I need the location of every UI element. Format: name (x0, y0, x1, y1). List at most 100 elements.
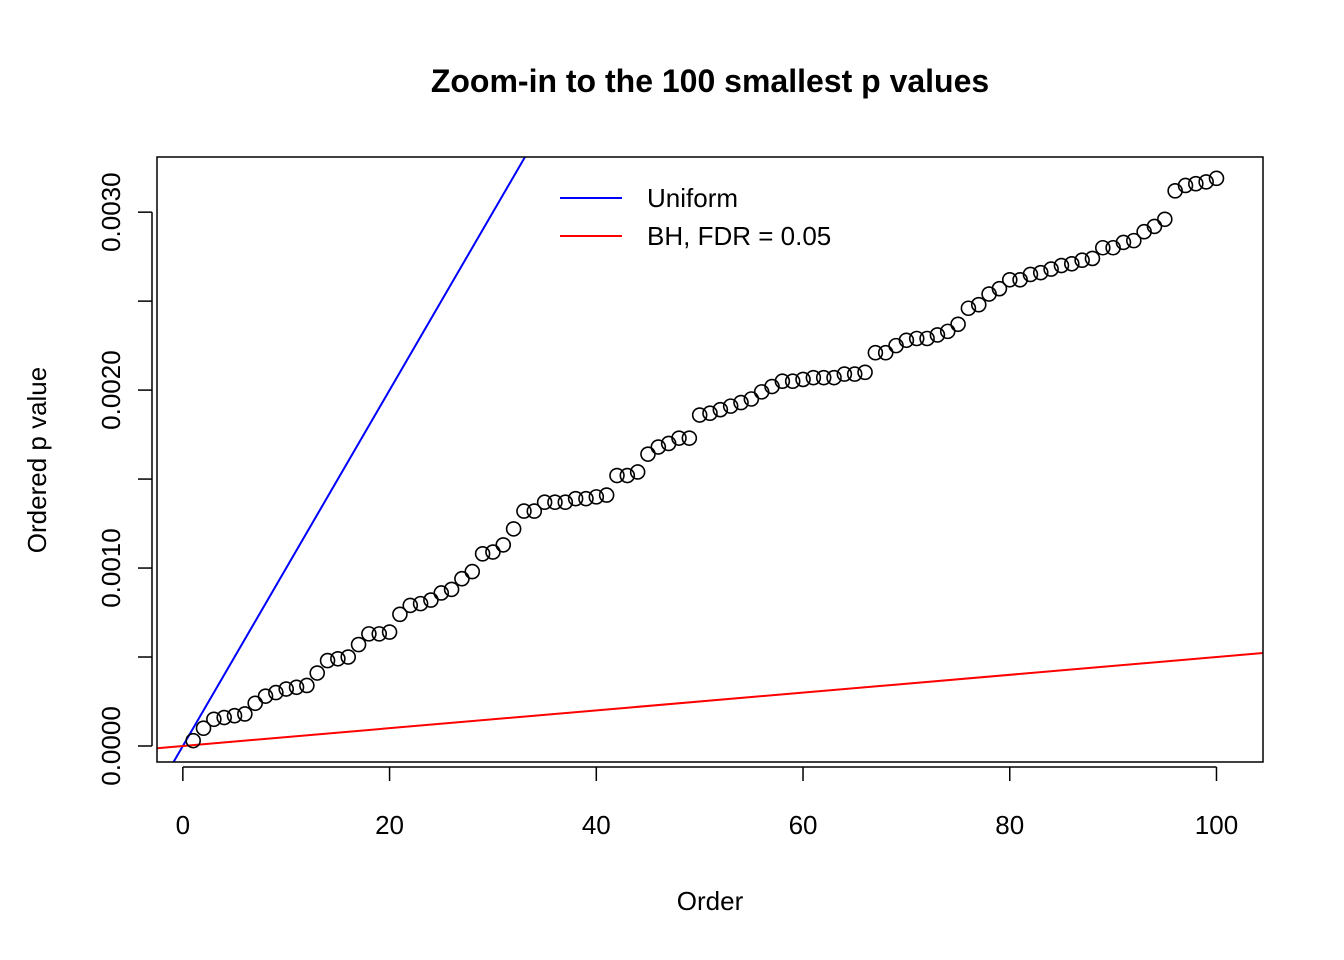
y-axis: 0.0000 0.0010 0.0020 0.0030 (96, 172, 153, 786)
line-uniform (172, 157, 527, 762)
data-point (350, 636, 367, 653)
x-tick-label: 80 (995, 810, 1024, 840)
data-point (1022, 266, 1039, 283)
data-point (402, 597, 419, 614)
data-point (712, 401, 729, 418)
data-point (547, 494, 563, 511)
data-point (857, 364, 873, 381)
data-point (1125, 232, 1142, 249)
data-point (423, 592, 439, 608)
data-point (609, 467, 625, 484)
data-point (795, 371, 811, 388)
data-point (950, 316, 966, 333)
y-tick-label: 0.0020 (96, 350, 126, 430)
data-point (464, 563, 481, 580)
legend-label: Uniform (647, 183, 738, 213)
data-point (650, 439, 667, 455)
data-point (536, 494, 553, 511)
data-point (1115, 234, 1132, 251)
data-point (671, 430, 687, 446)
data-point (1094, 239, 1111, 256)
data-point (691, 407, 708, 423)
x-axis: 0 20 40 60 80 100 (176, 766, 1238, 840)
data-point (619, 467, 636, 484)
data-point (898, 332, 915, 349)
chart-title: Zoom-in to the 100 smallest p values (431, 63, 989, 99)
data-point (598, 487, 615, 503)
y-tick-label: 0.0000 (96, 706, 126, 786)
data-point (578, 490, 594, 507)
data-point (991, 280, 1008, 297)
reference-lines (157, 157, 1263, 762)
data-points (185, 170, 1225, 749)
data-point (929, 327, 946, 343)
x-axis-label: Order (677, 886, 744, 916)
data-point (1177, 177, 1194, 194)
data-point (640, 446, 656, 462)
legend: Uniform BH, FDR = 0.05 (560, 183, 831, 251)
data-point (846, 366, 863, 382)
y-tick-label: 0.0010 (96, 528, 126, 608)
data-point (1001, 271, 1018, 288)
data-point (381, 624, 398, 640)
data-point (371, 626, 388, 642)
data-point (1188, 175, 1204, 192)
data-point (681, 430, 698, 446)
data-point (1208, 170, 1225, 187)
data-point (1032, 264, 1049, 281)
data-point (340, 649, 357, 665)
data-point (433, 585, 450, 601)
data-point (939, 323, 956, 340)
data-point (237, 706, 253, 722)
data-point (722, 398, 739, 414)
y-axis-label: Ordered p value (22, 367, 52, 553)
data-point (443, 581, 460, 598)
data-point (1198, 174, 1214, 190)
data-point (877, 344, 894, 361)
data-point (567, 490, 584, 507)
data-point (733, 394, 749, 411)
y-tick-label: 0.0030 (96, 172, 126, 252)
data-point (226, 707, 243, 724)
data-point (268, 684, 284, 701)
data-point (588, 489, 605, 505)
x-tick-label: 0 (176, 810, 190, 840)
data-point (361, 626, 377, 642)
x-tick-label: 20 (375, 810, 404, 840)
data-point (474, 546, 491, 562)
data-point (1084, 250, 1101, 267)
data-point (743, 391, 760, 407)
data-point (195, 720, 212, 736)
data-point (319, 652, 336, 669)
data-point (774, 373, 791, 390)
data-point (1146, 218, 1163, 235)
data-point (836, 366, 853, 382)
x-tick-label: 40 (582, 810, 611, 840)
data-point (412, 595, 429, 612)
data-point (1063, 255, 1080, 272)
data-point (908, 330, 925, 347)
data-point (1157, 211, 1173, 228)
data-point (960, 300, 977, 317)
data-point (970, 296, 987, 313)
line-bh-fdr-0-05 (157, 652, 1263, 750)
data-point (516, 503, 532, 519)
x-tick-label: 100 (1195, 810, 1238, 840)
x-tick-label: 60 (789, 810, 818, 840)
data-point (257, 688, 274, 704)
data-point (526, 503, 543, 519)
data-point (185, 732, 201, 749)
data-point (278, 681, 295, 697)
data-point (216, 709, 232, 726)
data-point (247, 695, 263, 712)
data-point (454, 570, 470, 587)
data-point (1053, 257, 1070, 274)
legend-label: BH, FDR = 0.05 (647, 221, 831, 251)
data-point (784, 373, 801, 390)
data-point (1043, 261, 1059, 277)
data-point (288, 679, 305, 696)
plot-frame (156, 156, 1264, 763)
data-point (805, 369, 822, 386)
data-point (309, 665, 326, 681)
